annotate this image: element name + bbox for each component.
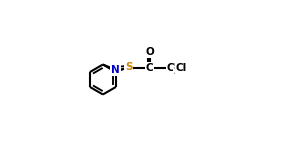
Text: CH: CH [167, 63, 183, 73]
Text: N: N [111, 65, 120, 75]
Text: O: O [145, 47, 154, 57]
Text: S: S [125, 62, 132, 72]
Text: Cl: Cl [176, 63, 187, 73]
Text: C: C [146, 63, 154, 73]
Text: 2: 2 [173, 67, 178, 76]
